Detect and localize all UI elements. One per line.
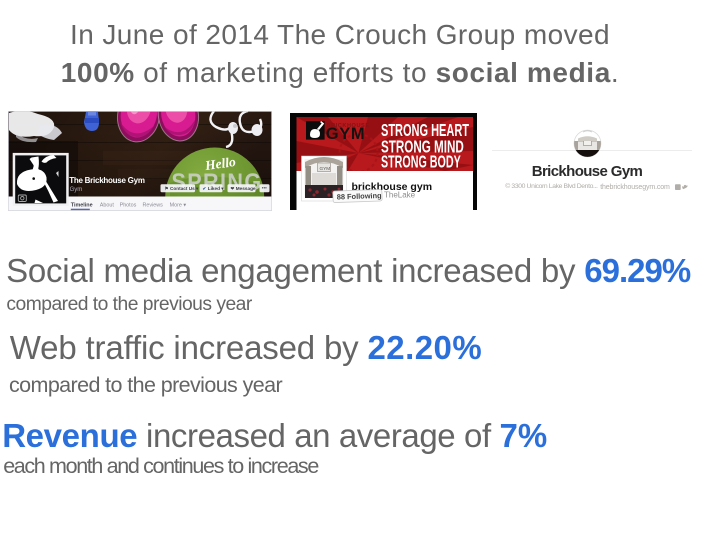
svg-text:Photos: Photos: [119, 202, 136, 208]
svg-text:The Brickhouse Gym: The Brickhouse Gym: [69, 176, 145, 185]
svg-text:STRONG MIND: STRONG MIND: [381, 137, 464, 157]
svg-text:Timeline: Timeline: [71, 202, 93, 208]
svg-text:GYM: GYM: [319, 165, 330, 170]
svg-text:STRONG BODY: STRONG BODY: [381, 152, 461, 172]
svg-text:✔ Liked ▾: ✔ Liked ▾: [202, 186, 224, 191]
svg-text:Gym: Gym: [69, 187, 82, 193]
svg-text:•••: •••: [262, 185, 267, 190]
svg-text:⚑ Contact Us ▾: ⚑ Contact Us ▾: [164, 186, 199, 191]
svg-text:❤ Message: ❤ Message: [230, 186, 255, 191]
svg-text:About: About: [100, 202, 115, 208]
svg-text:TheLake: TheLake: [384, 190, 416, 199]
svg-text:88 Following: 88 Following: [336, 190, 382, 201]
svg-text:Hello: Hello: [203, 154, 237, 173]
svg-text:STRONG HEART: STRONG HEART: [381, 120, 469, 140]
svg-text:GYM: GYM: [325, 124, 364, 142]
svg-text:BRICKHOUSE: BRICKHOUSE: [326, 123, 369, 129]
svg-text:Reviews: Reviews: [142, 202, 163, 208]
svg-text:More ▾: More ▾: [169, 202, 186, 208]
